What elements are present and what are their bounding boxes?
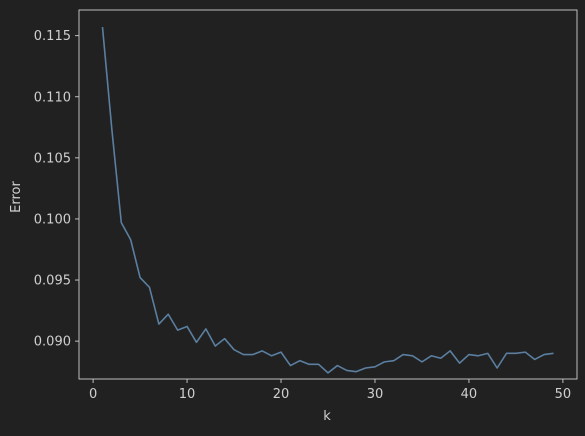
plot-area bbox=[78, 9, 578, 380]
axes-frame bbox=[78, 9, 578, 380]
x-tick-label: 20 bbox=[273, 387, 290, 402]
x-axis-ticks: 0 10 20 30 40 50 bbox=[89, 379, 571, 402]
y-axis-label: Error bbox=[9, 181, 24, 213]
x-tick-label: 50 bbox=[555, 387, 572, 402]
y-tick-label: 0.110 bbox=[34, 90, 71, 105]
y-tick-label: 0.095 bbox=[34, 274, 71, 289]
y-tick-label: 0.090 bbox=[34, 335, 71, 350]
x-tick-label: 40 bbox=[461, 387, 478, 402]
series-line-0 bbox=[101, 27, 554, 374]
y-axis-ticks: 0.090 0.095 0.100 0.105 0.110 0.115 bbox=[34, 29, 79, 350]
y-tick-label: 0.105 bbox=[34, 151, 71, 166]
y-tick-label: 0.100 bbox=[34, 212, 71, 227]
x-axis-label: k bbox=[323, 409, 331, 424]
x-tick-label: 0 bbox=[89, 387, 97, 402]
y-tick-label: 0.115 bbox=[34, 29, 71, 44]
x-tick-label: 10 bbox=[179, 387, 196, 402]
x-tick-label: 30 bbox=[367, 387, 384, 402]
